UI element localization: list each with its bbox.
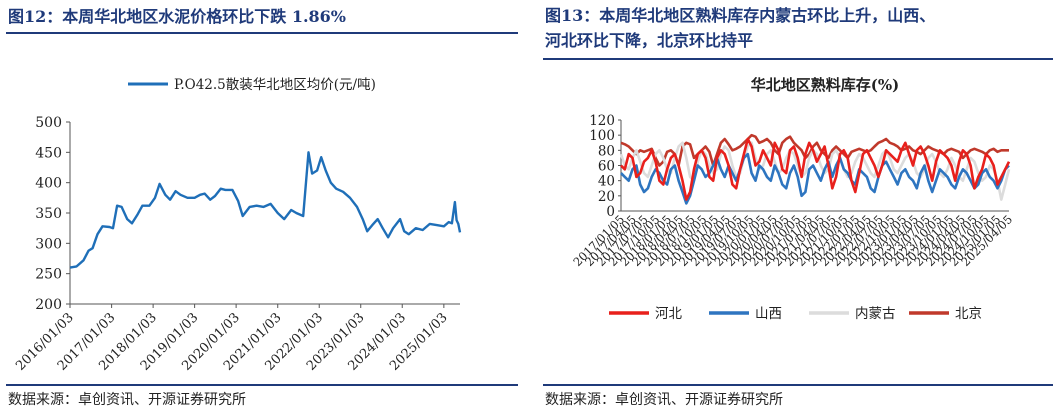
right-y-tick-label: 120 <box>589 113 615 129</box>
right-chart: 华北地区熟料库存(%)0204060801001202017/01/052017… <box>570 76 1015 322</box>
left-y-tick-label: 250 <box>35 267 62 283</box>
left-figure-title: 图12：本周华北地区水泥价格环比下跌 1.86% <box>8 7 347 26</box>
left-legend-label: P.O42.5散装华北地区均价(元/吨) <box>174 77 376 93</box>
right-legend-label: 河北 <box>655 306 683 322</box>
right-y-tick-label: 80 <box>598 143 615 159</box>
left-y-tick-label: 450 <box>35 145 62 161</box>
left-panel: 图12：本周华北地区水泥价格环比下跌 1.86% 200 250 300 350 400… <box>0 0 522 412</box>
right-series-line <box>620 152 1010 205</box>
right-series-line <box>620 137 1011 201</box>
left-title-rule <box>6 32 518 34</box>
left-source: 数据来源：卓创资讯、开源证券研究所 <box>8 392 246 408</box>
right-y-tick-label: 0 <box>606 204 615 220</box>
right-chart-title: 华北地区熟料库存(%) <box>751 76 899 94</box>
left-y-tick-label: 400 <box>35 176 62 192</box>
right-y-tick-label: 100 <box>589 128 615 144</box>
right-y-tick-label: 20 <box>598 189 615 205</box>
right-title-line1: 图13：本周华北地区熟料库存内蒙古环比上升，山西、 <box>545 6 936 25</box>
right-legend-label: 山西 <box>755 306 782 322</box>
right-figure-title: 图13：本周华北地区熟料库存内蒙古环比上升，山西、 河北环比下降，北京环比持平 <box>545 3 935 53</box>
left-y-tick-label: 200 <box>35 297 62 313</box>
right-panel: 图13：本周华北地区熟料库存内蒙古环比上升，山西、 河北环比下降，北京环比持平 … <box>537 0 1057 412</box>
right-title-line2: 河北环比下降，北京环比持平 <box>545 31 754 50</box>
left-y-tick-label: 300 <box>35 236 62 252</box>
right-legend-label: 内蒙古 <box>855 306 896 322</box>
left-y-tick-label: 350 <box>35 206 62 222</box>
left-y-tick-label: 500 <box>35 115 62 131</box>
right-y-tick-label: 60 <box>598 159 615 175</box>
right-legend-label: 北京 <box>955 306 982 322</box>
left-chart: 2002503003504004505002016/01/032017/01/0… <box>13 77 462 374</box>
right-source: 数据来源：卓创资讯、开源证券研究所 <box>545 392 783 408</box>
right-y-tick-label: 40 <box>598 174 615 190</box>
right-source-rule <box>543 384 1053 386</box>
left-series-line <box>69 151 462 269</box>
left-source-rule <box>6 384 518 386</box>
right-title-rule <box>543 58 1053 60</box>
